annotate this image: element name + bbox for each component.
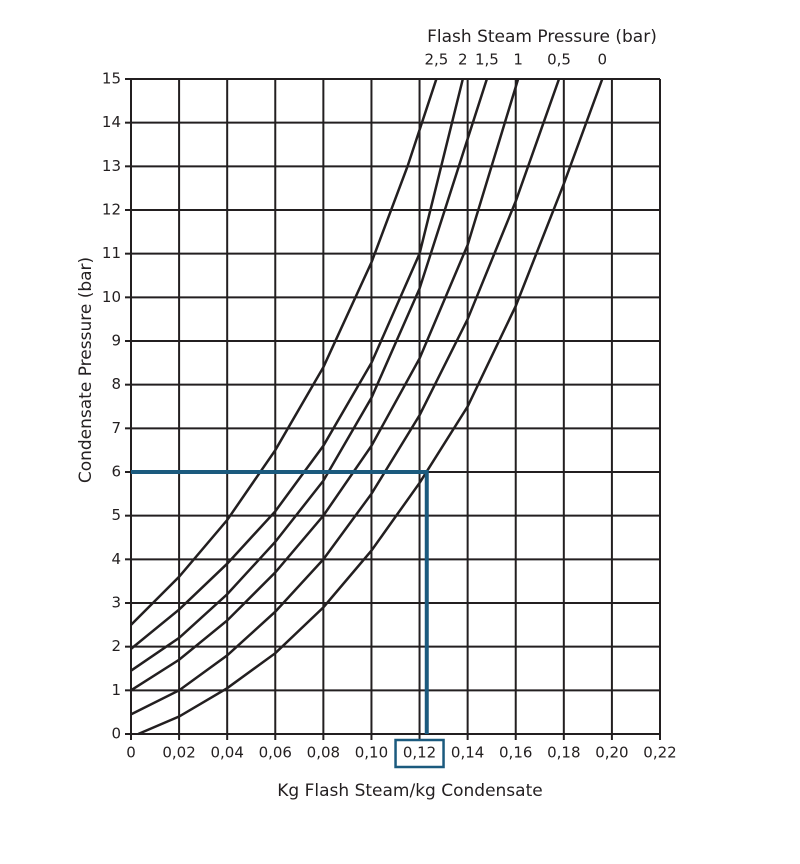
line-series: [130, 78, 489, 672]
x-tick-label: 0,02: [162, 744, 195, 762]
chart-title: Flash Steam Pressure (bar): [427, 27, 657, 47]
x-tick-label: 0,16: [499, 744, 532, 762]
y-tick-label: 7: [111, 419, 121, 437]
y-tick-label: 4: [111, 550, 121, 568]
line-series: [130, 78, 465, 650]
y-tick-label: 3: [111, 594, 121, 612]
y-axis-label: Condensate Pressure (bar): [76, 257, 96, 483]
series-label: 0: [598, 51, 608, 69]
x-tick-label: 0,20: [595, 744, 628, 762]
y-tick-label: 2: [111, 637, 121, 655]
x-axis-label: Kg Flash Steam/kg Condensate: [277, 781, 542, 801]
y-tick-label: 13: [102, 157, 121, 175]
series-label: 1,5: [475, 51, 499, 69]
x-tick-label: 0,12: [403, 744, 436, 762]
highlight-box: [394, 738, 445, 769]
highlight-path: [131, 470, 429, 734]
y-tick-label: 8: [111, 375, 121, 393]
line-series: [130, 78, 438, 626]
y-tick-label: 9: [111, 332, 121, 350]
line-series: [130, 78, 520, 692]
x-tick-label: 0,14: [451, 744, 484, 762]
line-series: [130, 78, 561, 716]
series-label: 2: [458, 51, 468, 69]
y-tick-label: 5: [111, 506, 121, 524]
x-tick-label: 0,08: [307, 744, 340, 762]
series-label: 2,5: [424, 51, 448, 69]
y-tick-label: 6: [111, 463, 121, 481]
series-label: 1: [513, 51, 523, 69]
y-tick-label: 15: [102, 70, 121, 88]
y-tick-label: 11: [102, 244, 121, 262]
series-label: 0,5: [547, 51, 571, 69]
y-tick-label: 14: [102, 113, 121, 131]
x-tick-label: 0,10: [355, 744, 388, 762]
x-tick-label: 0: [126, 744, 136, 762]
y-tick-label: 0: [111, 725, 121, 743]
x-tick-label: 0,06: [259, 744, 292, 762]
y-tick-label: 12: [102, 201, 121, 219]
y-tick-label: 1: [111, 681, 121, 699]
x-tick-label: 0,18: [547, 744, 580, 762]
y-tick-label: 10: [102, 288, 121, 306]
x-tick-label: 0,04: [210, 744, 243, 762]
x-tick-label: 0,22: [643, 744, 676, 762]
line-series: [137, 78, 604, 736]
